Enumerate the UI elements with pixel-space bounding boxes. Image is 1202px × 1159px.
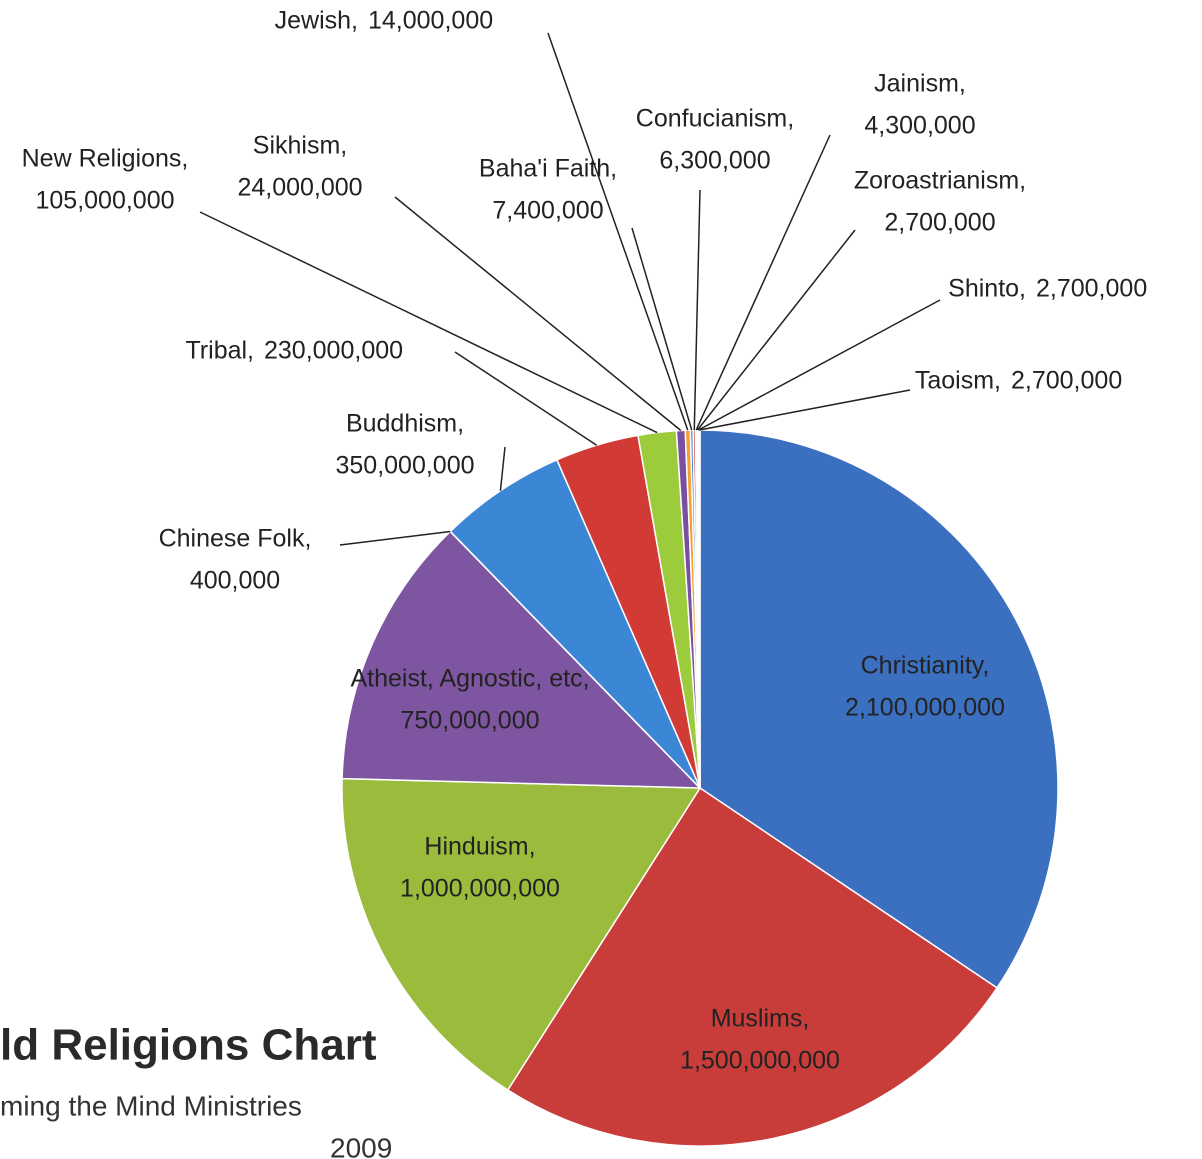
value-label: 2,100,000,000 <box>845 694 1005 722</box>
category-label: Christianity, <box>861 652 990 680</box>
leader-line <box>699 389 911 431</box>
leader-line <box>695 134 831 431</box>
pie-slice <box>449 458 701 789</box>
category-label: New Religions, <box>22 145 189 173</box>
category-label: Jewish, <box>275 7 358 35</box>
leader-line <box>696 229 856 431</box>
category-label: Buddhism, <box>346 410 464 438</box>
value-label: 2,700,000 <box>1036 275 1147 303</box>
value-label: 2,700,000 <box>884 209 995 237</box>
value-label: 1,000,000,000 <box>400 875 560 903</box>
leader-line <box>499 446 506 491</box>
value-label: 105,000,000 <box>35 187 174 215</box>
value-label: 7,400,000 <box>492 197 603 225</box>
leader-line <box>698 299 941 431</box>
category-label: Jainism, <box>874 70 966 98</box>
pie-slice <box>699 429 1059 989</box>
value-label: 750,000,000 <box>400 707 539 735</box>
category-label: Taoism, <box>915 367 1001 395</box>
leader-line <box>394 196 682 432</box>
category-label: Muslims, <box>711 1005 810 1033</box>
labels: Christianity, 2,100,000,000 Muslims, 1,500,… <box>22 7 1148 1075</box>
leader-line <box>631 227 693 431</box>
leader-line <box>547 32 689 431</box>
value-label: 6,300,000 <box>659 147 770 175</box>
category-label: Chinese Folk, <box>159 525 312 553</box>
category-label: Shinto, <box>948 275 1026 303</box>
value-label: 350,000,000 <box>335 452 474 480</box>
category-label: Tribal, <box>185 337 254 365</box>
value-label: 14,000,000 <box>368 7 493 35</box>
category-label: Sikhism, <box>253 132 347 160</box>
value-label: 400,000 <box>190 567 280 595</box>
leader-line <box>199 211 658 434</box>
category-label: Hinduism, <box>424 833 535 861</box>
chart-subtitle: ming the Mind Ministries <box>0 1090 302 1121</box>
chart-title: ld Religions Chart <box>0 1021 377 1070</box>
pie-slice <box>341 777 702 1092</box>
leader-line <box>454 351 598 446</box>
category-label: Atheist, Agnostic, etc, <box>350 665 589 693</box>
leader-line <box>339 530 451 546</box>
leader-line <box>693 189 701 431</box>
chart-caption: 2009 <box>330 1132 392 1159</box>
value-label: 230,000,000 <box>264 337 403 365</box>
value-label: 2,700,000 <box>1011 367 1122 395</box>
pie <box>341 429 1059 1147</box>
pie-slice <box>506 786 999 1147</box>
pie-slice <box>698 429 701 789</box>
pie-slice <box>341 530 702 789</box>
category-label: Confucianism, <box>636 105 794 133</box>
value-label: 1,500,000,000 <box>680 1047 840 1075</box>
category-label: Baha'i Faith, <box>479 155 617 183</box>
category-label: Zoroastrianism, <box>854 167 1026 195</box>
value-label: 4,300,000 <box>864 112 975 140</box>
value-label: 24,000,000 <box>237 174 362 202</box>
